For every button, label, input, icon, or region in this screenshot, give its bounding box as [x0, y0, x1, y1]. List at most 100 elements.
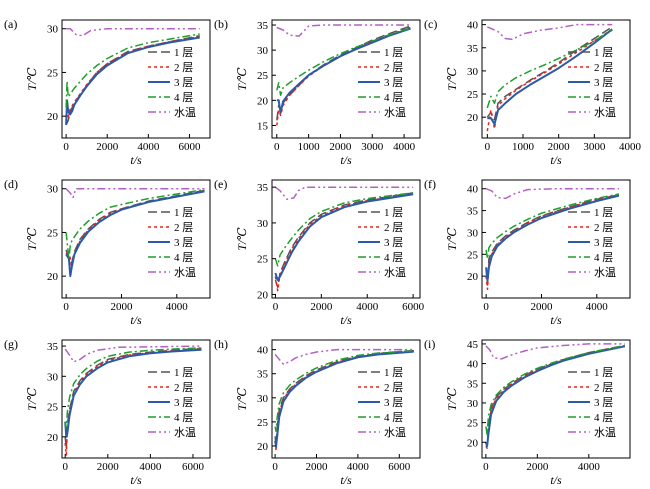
panel-a: 0 2000 4000 6000 20 25 30 t/s T/℃ (a) 1 层 2 层 3 层 4 层… [4, 17, 211, 167]
panel-letter-g: (g) [4, 337, 18, 351]
x-tick-label-g: 2000 [97, 461, 120, 473]
series-line-d-layer-2 [65, 190, 205, 269]
x-axis-label-e: t/s [340, 313, 352, 327]
y-tick-label-f: 20 [467, 271, 479, 283]
x-tick-label-b: 2000 [329, 141, 352, 153]
x-tick-label-h: 6000 [388, 461, 411, 473]
y-tick-label-a: 20 [47, 111, 59, 123]
x-tick-label-e: 2000 [310, 301, 333, 313]
panel-letter-b: (b) [214, 17, 228, 31]
y-tick-label-c: 40 [467, 20, 479, 32]
panel-i: 0 2000 4000 20 25 30 35 40 45 t/s T/℃ (i) 1 层 2 层 3 层 4… [424, 337, 631, 487]
y-tick-label-h: 30 [257, 393, 269, 405]
x-axis-label-h: t/s [340, 473, 352, 487]
y-tick-label-i: 25 [467, 418, 479, 430]
legend-label-f-layer-2: 2 层 [594, 221, 613, 234]
y-tick-label-f: 25 [467, 249, 479, 261]
y-tick-label-i: 35 [467, 378, 479, 390]
legend-label-a-layer-4: 4 层 [174, 91, 193, 104]
x-tick-label-c: 0 [485, 141, 491, 153]
plot-frame-a [61, 19, 211, 139]
panel-f: 0 2000 4000 20 25 30 35 40 t/s T/℃ (f) 1 层 2 层 3 层 4 层… [424, 177, 631, 327]
series-line-g-layer-3 [64, 348, 202, 438]
plot-frame-b [271, 19, 421, 139]
legend-label-h-water-temp: 水温 [384, 426, 406, 439]
legend-label-g-water-temp: 水温 [174, 426, 196, 439]
panel-b: 0 1000 2000 3000 4000 15 20 25 30 35 t/s T/℃ (b) 1 层 2… [214, 17, 421, 167]
panel-g: 0 2000 4000 6000 20 25 30 35 t/s T/℃ (g) 1 层 2 层 3 层 4… [4, 337, 211, 487]
x-tick-label-g: 0 [62, 461, 68, 473]
y-axis-label-d: T/℃ [25, 227, 39, 251]
panel-letter-f: (f) [424, 177, 436, 191]
y-axis-label-b: T/℃ [235, 67, 249, 91]
legend-label-g-layer-4: 4 层 [174, 411, 193, 424]
legend-label-e-layer-2: 2 层 [384, 221, 403, 234]
y-tick-label-d: 30 [47, 184, 59, 196]
x-tick-label-c: 4000 [619, 141, 642, 153]
y-axis-label-c: T/℃ [445, 67, 459, 91]
panel-d: 0 2000 4000 20 25 30 t/s T/℃ (d) 1 层 2 层 3 层 4 层水温 [4, 177, 211, 327]
legend-label-e-layer-1: 1 层 [384, 206, 403, 219]
panel-h: 0 2000 4000 6000 20 25 30 35 40 t/s T/℃ (h) 1 层 2 层 3 … [214, 337, 421, 487]
legend-label-i-layer-1: 1 层 [594, 366, 613, 379]
y-tick-label-c: 35 [467, 43, 479, 55]
y-tick-label-h: 20 [257, 441, 269, 453]
series-line-a-water-temp [66, 27, 200, 37]
legend-label-c-layer-1: 1 层 [594, 46, 613, 59]
y-axis-label-g: T/℃ [25, 387, 39, 411]
series-line-a-layer-4 [65, 33, 200, 108]
y-tick-label-e: 30 [257, 218, 269, 230]
plot-frame-g [61, 339, 211, 459]
legend-label-d-layer-1: 1 层 [174, 206, 193, 219]
y-tick-label-e: 20 [257, 289, 269, 301]
x-axis-label-g: t/s [130, 473, 142, 487]
y-tick-label-i: 20 [467, 437, 479, 449]
y-tick-label-c: 30 [467, 66, 479, 78]
series-line-h-water-temp [274, 348, 414, 365]
x-axis-label-a: t/s [130, 153, 142, 167]
legend-label-g-layer-3: 3 层 [174, 396, 193, 409]
legend-label-c-water-temp: 水温 [594, 106, 616, 119]
legend-label-a-layer-1: 1 层 [174, 46, 193, 59]
x-axis-label-b: t/s [340, 153, 352, 167]
legend-label-a-layer-2: 2 层 [174, 61, 193, 74]
series-line-h-layer-3 [274, 350, 414, 447]
x-tick-label-h: 0 [272, 461, 278, 473]
legend-label-d-water-temp: 水温 [174, 266, 196, 279]
series-line-b-water-temp [276, 24, 411, 37]
legend-label-f-water-temp: 水温 [594, 266, 616, 279]
x-tick-label-c: 1000 [512, 141, 535, 153]
plot-frame-d [61, 179, 211, 299]
x-tick-label-g: 4000 [139, 461, 162, 473]
y-axis-label-i: T/℃ [445, 387, 459, 411]
legend-label-g-layer-2: 2 层 [174, 381, 193, 394]
y-tick-label-i: 40 [467, 359, 479, 371]
x-tick-label-f: 2000 [530, 301, 553, 313]
y-tick-label-b: 35 [257, 20, 269, 32]
series-line-b-layer-3 [276, 27, 411, 114]
y-axis-label-f: T/℃ [445, 227, 459, 251]
x-tick-label-f: 0 [483, 301, 489, 313]
x-tick-label-i: 2000 [526, 461, 549, 473]
y-tick-label-a: 30 [47, 24, 59, 36]
y-tick-label-g: 25 [47, 402, 59, 414]
y-tick-label-g: 20 [47, 432, 59, 444]
y-tick-label-b: 30 [257, 45, 269, 57]
x-tick-label-b: 3000 [361, 141, 384, 153]
x-tick-label-b: 1000 [298, 141, 321, 153]
legend-label-f-layer-3: 3 层 [594, 236, 613, 249]
x-tick-label-e: 0 [273, 301, 279, 313]
y-axis-label-a: T/℃ [25, 67, 39, 91]
panel-letter-a: (a) [4, 17, 17, 31]
y-tick-label-e: 25 [257, 254, 269, 266]
x-axis-label-d: t/s [130, 313, 142, 327]
y-tick-label-h: 35 [257, 369, 269, 381]
y-tick-label-a: 25 [47, 67, 59, 79]
legend-label-e-layer-4: 4 层 [384, 251, 403, 264]
y-tick-label-h: 40 [257, 345, 269, 357]
legend-label-b-layer-1: 1 层 [384, 46, 403, 59]
series-line-c-layer-4 [486, 29, 613, 109]
plot-frame-e [271, 179, 421, 299]
legend-label-f-layer-4: 4 层 [594, 251, 613, 264]
